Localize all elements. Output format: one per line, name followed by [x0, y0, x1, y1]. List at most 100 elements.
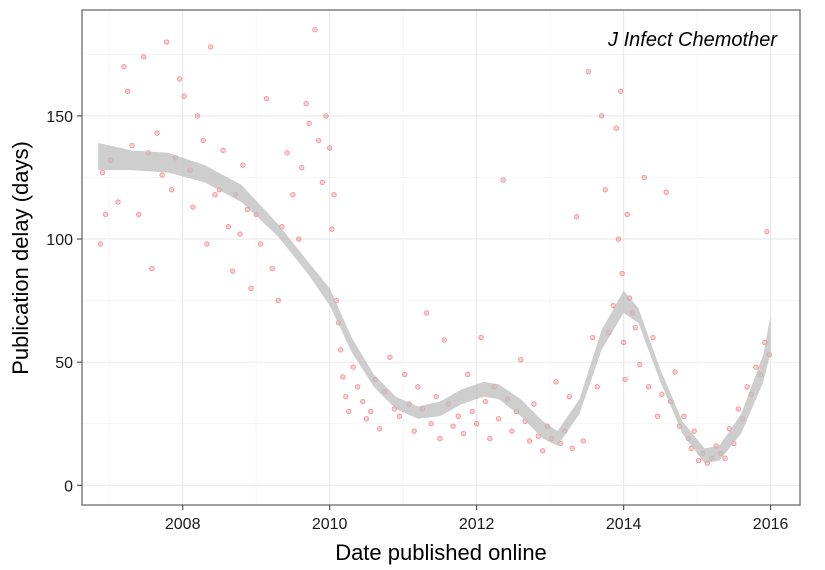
- data-point: [645, 384, 652, 390]
- data-point: [428, 421, 434, 427]
- data-point: [306, 120, 312, 126]
- data-point: [482, 398, 489, 405]
- data-point: [744, 384, 750, 390]
- data-point: [615, 236, 622, 242]
- data-point: [263, 95, 270, 102]
- data-point: [500, 177, 506, 183]
- data-point: [663, 189, 669, 195]
- data-point: [624, 211, 630, 218]
- y-axis-title: Publication delay (days): [8, 141, 33, 375]
- data-point: [368, 408, 374, 415]
- data-point: [331, 192, 337, 198]
- data-point: [237, 231, 243, 237]
- data-point: [553, 379, 559, 385]
- data-point: [240, 162, 246, 168]
- x-tick-label: 2008: [165, 516, 201, 533]
- data-point: [163, 39, 170, 45]
- data-point: [360, 398, 366, 405]
- data-point: [207, 44, 214, 50]
- data-point: [102, 211, 109, 218]
- x-tick-label: 2012: [459, 516, 495, 533]
- data-point: [526, 438, 533, 444]
- data-point: [396, 413, 403, 420]
- data-point: [478, 334, 484, 341]
- data-point: [580, 438, 586, 444]
- data-point: [319, 179, 326, 186]
- data-point: [299, 164, 305, 171]
- data-point: [204, 241, 210, 247]
- data-point: [441, 337, 448, 343]
- data-point: [437, 435, 443, 442]
- data-point: [290, 192, 296, 198]
- data-point: [637, 361, 643, 368]
- x-tick-label: 2010: [312, 516, 348, 533]
- data-point: [159, 172, 165, 178]
- data-point: [573, 214, 580, 220]
- data-point: [460, 430, 467, 437]
- data-point: [415, 384, 421, 390]
- data-point: [350, 364, 356, 370]
- data-point: [691, 428, 697, 434]
- data-point: [149, 265, 155, 272]
- data-point: [617, 88, 624, 94]
- data-point: [124, 88, 131, 94]
- data-point: [433, 393, 439, 400]
- data-point: [354, 384, 361, 390]
- data-point: [566, 393, 572, 400]
- data-point: [540, 448, 546, 454]
- panel-title: J Infect Chemother: [607, 29, 778, 51]
- y-tick-label: 0: [64, 478, 73, 495]
- data-point: [641, 174, 647, 181]
- smooth-confidence-band: [98, 143, 771, 464]
- data-point: [315, 137, 322, 144]
- data-point: [620, 339, 627, 346]
- data-point: [181, 93, 187, 99]
- data-point: [141, 54, 147, 60]
- data-point: [200, 137, 206, 144]
- data-point: [97, 241, 104, 247]
- data-point: [229, 268, 236, 274]
- data-point: [654, 413, 661, 420]
- data-point: [672, 369, 678, 375]
- data-point: [509, 428, 515, 434]
- data-point: [411, 428, 417, 434]
- y-tick-label: 150: [46, 109, 73, 126]
- data-point: [602, 187, 608, 193]
- data-point: [495, 416, 502, 422]
- data-point: [450, 423, 456, 429]
- data-point: [465, 371, 471, 378]
- data-point: [129, 142, 135, 149]
- data-point: [659, 391, 665, 397]
- axis-ticks: 2008 2010 2012 2014 2016 0 50 100 150: [46, 109, 788, 533]
- data-point: [594, 384, 600, 390]
- data-point: [619, 270, 625, 277]
- data-point: [363, 416, 370, 422]
- data-point: [681, 413, 687, 420]
- data-point: [455, 413, 461, 420]
- data-point: [469, 408, 475, 415]
- data-point: [212, 192, 218, 198]
- data-point: [168, 187, 175, 193]
- y-tick-label: 100: [46, 232, 73, 249]
- data-point: [531, 401, 537, 407]
- data-point: [423, 310, 430, 316]
- data-point: [569, 445, 575, 452]
- data-point: [695, 457, 702, 464]
- data-point: [115, 199, 121, 205]
- data-point: [401, 371, 408, 378]
- data-point: [473, 421, 480, 427]
- data-point: [284, 150, 290, 156]
- data-point: [257, 241, 264, 247]
- x-tick-label: 2014: [606, 516, 642, 533]
- data-point: [225, 224, 231, 230]
- data-point: [121, 63, 127, 70]
- data-point: [269, 265, 276, 272]
- data-point: [220, 147, 226, 154]
- data-point: [337, 347, 344, 353]
- data-point: [346, 408, 352, 415]
- data-point: [753, 364, 759, 370]
- data-point: [722, 455, 728, 461]
- data-point: [154, 130, 160, 136]
- data-point: [764, 228, 770, 235]
